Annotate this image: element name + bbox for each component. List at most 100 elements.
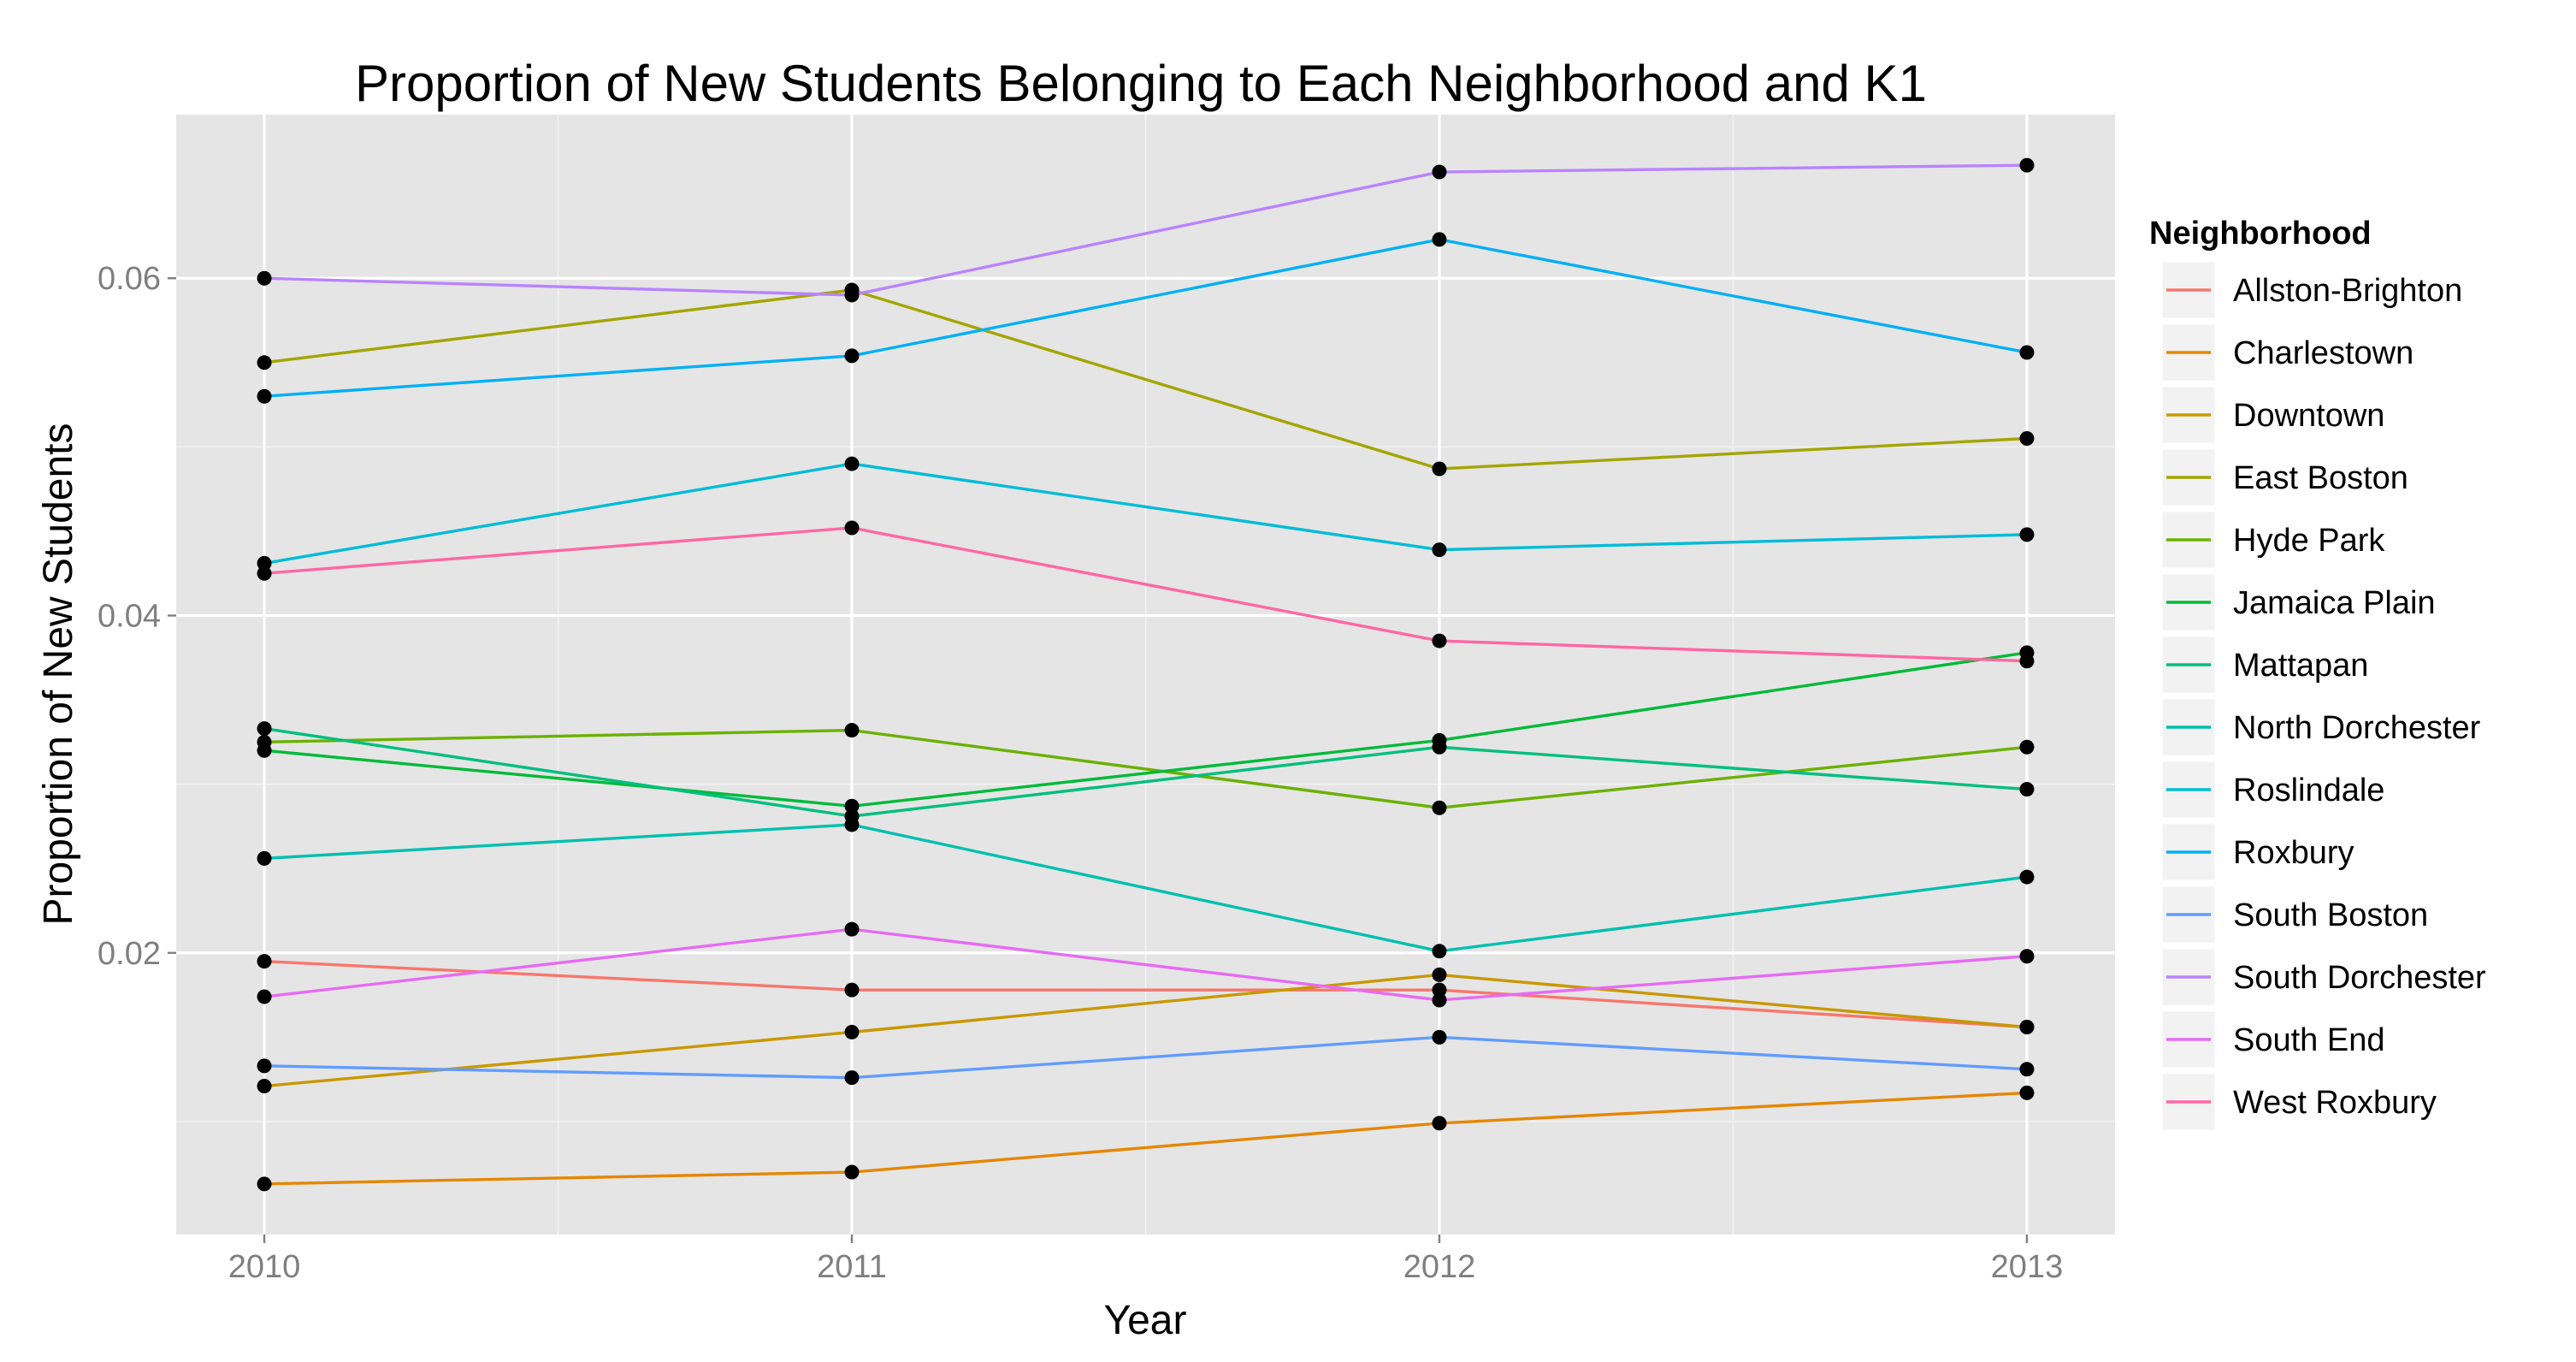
data-point-hyde-park <box>1432 800 1447 815</box>
data-point-west-roxbury <box>2019 654 2035 669</box>
data-point-charlestown <box>844 1164 860 1180</box>
legend-item-charlestown: Charlestown <box>2159 322 2414 383</box>
legend-item-downtown: Downtown <box>2159 384 2384 446</box>
data-point-east-boston <box>2019 431 2035 447</box>
x-tick-label: 2013 <box>1991 1249 2064 1285</box>
legend-item-south-dorchester: South Dorchester <box>2159 946 2486 1008</box>
data-point-jamaica-plain <box>257 743 272 758</box>
series-lines <box>263 163 2028 1186</box>
x-tick-label: 2011 <box>817 1249 887 1285</box>
data-point-south-boston <box>257 1058 272 1074</box>
data-point-hyde-park <box>844 723 860 738</box>
y-axis: 0.02 0.04 0.06 <box>97 261 176 972</box>
series-line-roxbury <box>263 238 2028 398</box>
legend-label: Roslindale <box>2233 773 2384 808</box>
data-point-downtown <box>257 1079 272 1094</box>
data-point-downtown <box>844 1024 860 1039</box>
legend-label: South End <box>2233 1022 2384 1058</box>
y-axis-title: Proportion of New Students <box>36 423 81 926</box>
data-point-north-dorchester <box>2019 869 2035 885</box>
data-point-south-end <box>2019 949 2035 964</box>
data-point-roslindale <box>257 555 272 571</box>
data-point-jamaica-plain <box>844 798 860 814</box>
series-line-downtown <box>263 973 2028 1088</box>
legend-item-north-dorchester: North Dorchester <box>2159 696 2481 758</box>
series-line-south-boston <box>264 1035 2028 1080</box>
legend-label: Roxbury <box>2233 835 2354 871</box>
data-points <box>257 157 2035 1192</box>
data-point-south-dorchester <box>844 287 860 303</box>
data-point-south-end <box>844 921 860 937</box>
x-axis: 2010 2011 2012 2013 <box>228 1235 2063 1285</box>
data-point-south-dorchester <box>1432 164 1447 180</box>
data-point-west-roxbury <box>1432 633 1447 648</box>
series-line-south-dorchester <box>263 163 2027 297</box>
data-point-south-end <box>257 989 272 1004</box>
x-tick-label: 2010 <box>228 1249 301 1285</box>
data-point-roxbury <box>2019 345 2035 360</box>
legend-title: Neighborhood <box>2149 216 2372 252</box>
data-point-south-end <box>1432 992 1447 1008</box>
series-line-hyde-park <box>264 728 2028 809</box>
data-point-roslindale <box>2019 527 2035 542</box>
series-line-south-end <box>263 927 2028 1002</box>
data-point-mattapan <box>1432 739 1447 755</box>
data-point-south-boston <box>1432 1029 1447 1045</box>
x-axis-title: Year <box>1104 1298 1187 1343</box>
legend-item-roxbury: Roxbury <box>2159 821 2354 883</box>
series-line-north-dorchester <box>263 823 2028 953</box>
data-point-roslindale <box>1432 542 1447 558</box>
data-point-west-roxbury <box>844 520 860 536</box>
legend-label: Mattapan <box>2233 648 2368 684</box>
data-point-roxbury <box>1432 232 1447 247</box>
legend-items: Allston-Brighton Charlestown Downtown East … <box>2159 259 2486 1133</box>
data-point-south-boston <box>2019 1062 2035 1077</box>
legend-label: Hyde Park <box>2233 523 2385 559</box>
data-point-allston-brighton <box>844 982 860 998</box>
data-point-allston-brighton <box>1432 982 1447 998</box>
legend-item-south-boston: South Boston <box>2159 884 2428 945</box>
data-point-downtown <box>2019 1020 2035 1035</box>
data-point-north-dorchester <box>844 817 860 832</box>
legend-item-south-end: South End <box>2159 1009 2384 1070</box>
legend-label: Allston-Brighton <box>2233 273 2462 309</box>
data-point-downtown <box>1432 967 1447 982</box>
series-line-jamaica-plain <box>263 651 2028 808</box>
legend-item-jamaica-plain: Jamaica Plain <box>2159 571 2436 633</box>
legend-item-east-boston: East Boston <box>2159 447 2408 508</box>
data-point-south-dorchester <box>2019 157 2035 173</box>
legend-item-allston-brighton: Allston-Brighton <box>2159 259 2462 321</box>
legend-label: East Boston <box>2233 460 2408 496</box>
x-tick-label: 2012 <box>1403 1249 1476 1285</box>
legend-item-roslindale: Roslindale <box>2159 759 2384 820</box>
data-point-allston-brighton <box>257 954 272 969</box>
legend-item-west-roxbury: West Roxbury <box>2159 1071 2437 1133</box>
data-point-west-roxbury <box>257 566 272 581</box>
data-point-charlestown <box>257 1176 272 1192</box>
legend-label: North Dorchester <box>2233 710 2481 746</box>
data-point-charlestown <box>1432 1116 1447 1131</box>
series-line-charlestown <box>264 1091 2028 1186</box>
legend: Neighborhood Allston-Brighton Charlestown… <box>2149 216 2486 1133</box>
y-tick-label: 0.02 <box>97 936 161 972</box>
chart-title: Proportion of New Students Belonging to … <box>355 55 1927 112</box>
y-tick-label: 0.06 <box>97 261 161 297</box>
y-tick-label: 0.04 <box>97 599 161 635</box>
series-line-allston-brighton <box>263 959 2028 1029</box>
legend-item-mattapan: Mattapan <box>2159 634 2368 696</box>
data-point-north-dorchester <box>1432 944 1447 959</box>
series-line-east-boston <box>263 288 2028 471</box>
data-point-south-dorchester <box>257 270 272 286</box>
legend-label: Jamaica Plain <box>2233 585 2436 621</box>
data-point-roxbury <box>257 388 272 404</box>
legend-label: South Dorchester <box>2233 960 2486 996</box>
data-point-mattapan <box>257 721 272 737</box>
data-point-roxbury <box>844 348 860 364</box>
data-point-roslindale <box>844 456 860 471</box>
legend-label: West Roxbury <box>2233 1085 2437 1121</box>
data-point-charlestown <box>2019 1085 2035 1100</box>
series-line-west-roxbury <box>263 526 2028 663</box>
legend-label: South Boston <box>2233 897 2428 933</box>
